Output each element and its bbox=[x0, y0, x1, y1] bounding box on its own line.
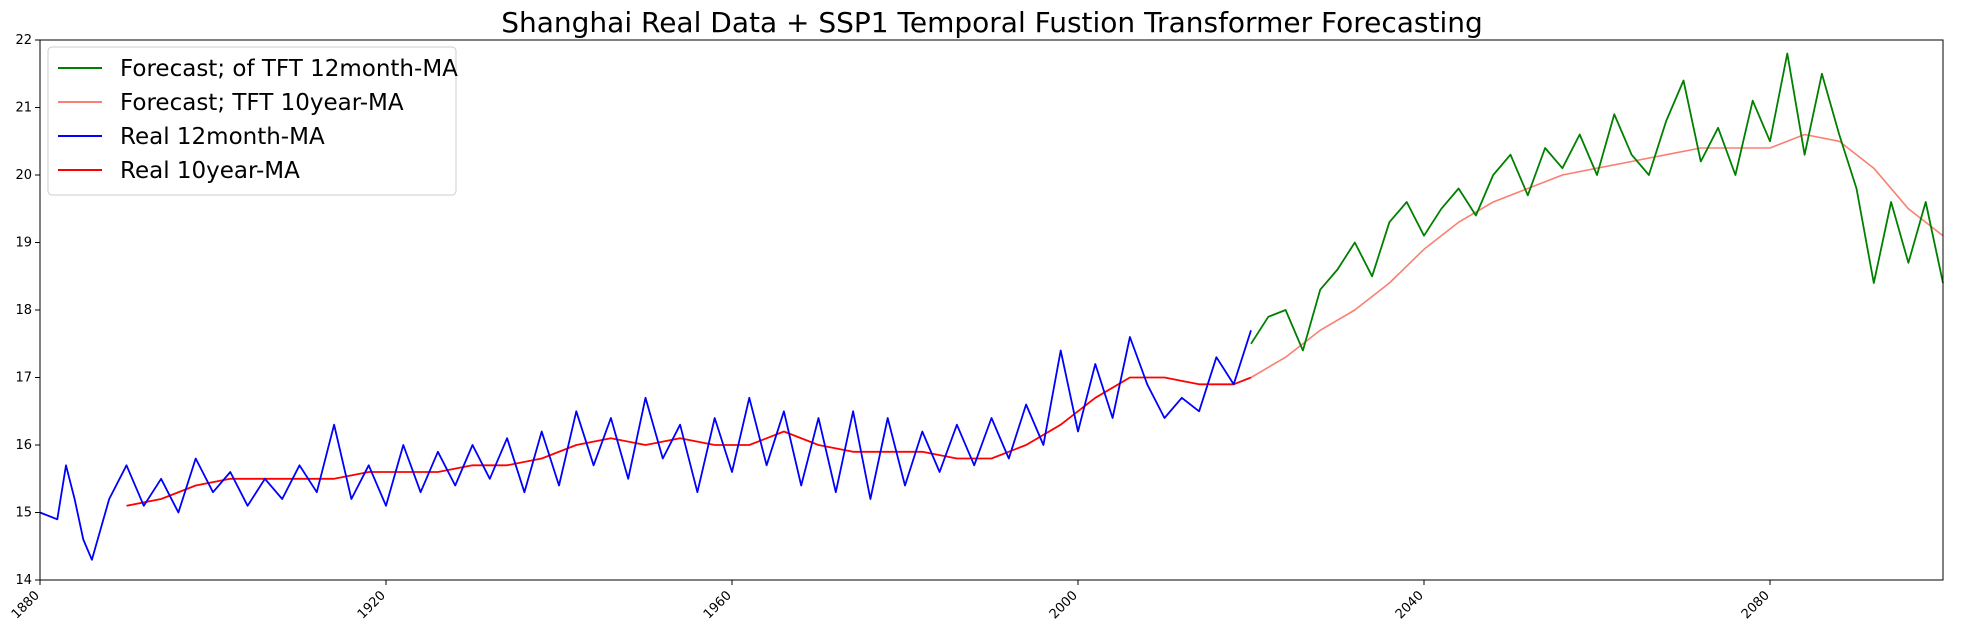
y-tick-label: 15 bbox=[15, 506, 32, 521]
series-line-1 bbox=[1250, 133, 1944, 379]
y-tick-label: 22 bbox=[15, 33, 32, 48]
x-tick-label: 2080 bbox=[1739, 588, 1773, 622]
x-tick-label: 2040 bbox=[1393, 588, 1427, 622]
y-tick-label: 14 bbox=[15, 573, 32, 588]
x-axis: 1880 1920 1960 2000 2040 2080 bbox=[9, 580, 1773, 622]
y-tick-label: 20 bbox=[15, 168, 32, 183]
legend: Forecast; of TFT 12month-MA Forecast; TFT… bbox=[47, 46, 458, 196]
y-tick-label: 19 bbox=[15, 236, 32, 251]
series-line-3 bbox=[126, 376, 1252, 507]
y-axis: 14 15 16 17 18 19 20 21 22 bbox=[15, 33, 40, 588]
y-tick-label: 21 bbox=[15, 101, 32, 116]
legend-label: Real 12month-MA bbox=[120, 124, 325, 150]
series-line-0 bbox=[1250, 52, 1944, 352]
legend-box bbox=[47, 46, 457, 196]
x-tick-label: 1960 bbox=[701, 588, 735, 622]
series-line-2 bbox=[39, 330, 1252, 561]
y-tick-label: 17 bbox=[15, 371, 32, 386]
x-tick-label: 1880 bbox=[9, 588, 43, 622]
x-tick-label: 2000 bbox=[1047, 588, 1081, 622]
x-tick-label: 1920 bbox=[355, 588, 389, 622]
y-tick-label: 18 bbox=[15, 303, 32, 318]
legend-label: Forecast; of TFT 12month-MA bbox=[120, 56, 458, 82]
y-tick-label: 16 bbox=[15, 438, 32, 453]
legend-label: Real 10year-MA bbox=[120, 158, 300, 184]
chart-title: Shanghai Real Data + SSP1 Temporal Fusti… bbox=[501, 6, 1483, 39]
legend-label: Forecast; TFT 10year-MA bbox=[120, 90, 404, 116]
series-layer bbox=[39, 52, 1944, 561]
